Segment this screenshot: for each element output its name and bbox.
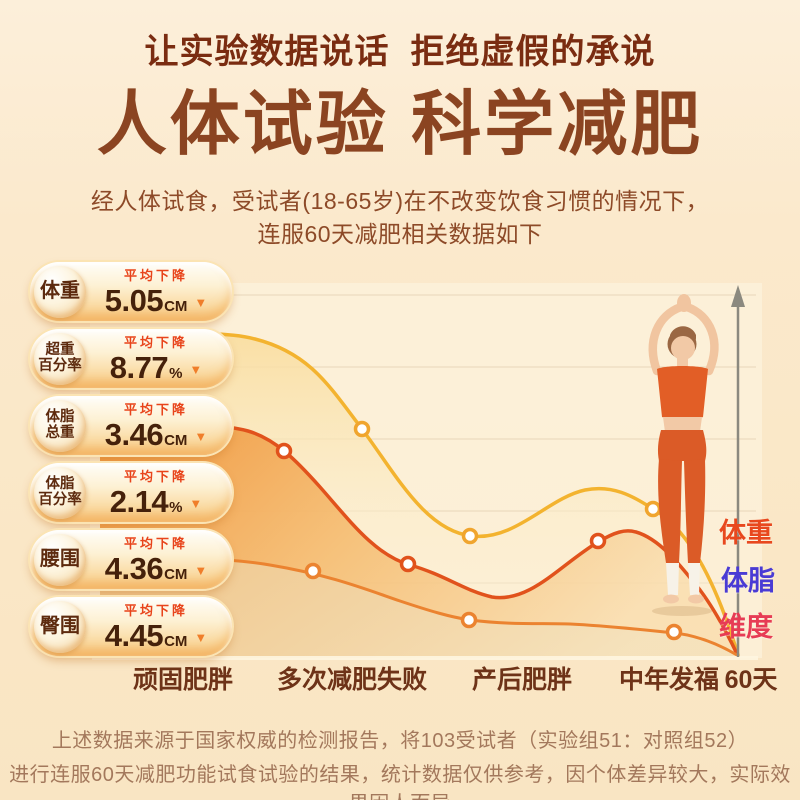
stat-caption: 平均下降 xyxy=(123,401,188,417)
decrease-arrow-icon: ▼ xyxy=(189,361,203,377)
legend-weight: 体重 xyxy=(719,518,773,548)
x-label-60-days: 60天 xyxy=(724,666,778,694)
legend-bodyfat: 体脂 xyxy=(721,566,775,596)
stat-value: 4.45 xyxy=(104,617,164,653)
stat-unit: % xyxy=(169,498,183,516)
legend-girth: 维度 xyxy=(719,612,773,642)
stat-unit: % xyxy=(169,364,183,382)
data-points xyxy=(275,420,683,641)
subtitle-line2: 连服60天减肥相关数据如下 xyxy=(257,221,543,247)
decrease-arrow-icon: ▼ xyxy=(194,629,208,645)
stat-value: 3.46 xyxy=(104,416,164,452)
stat-unit: CM xyxy=(164,565,188,583)
stat-value: 5.05 xyxy=(104,282,164,318)
stat-label: 体重 xyxy=(34,265,86,318)
stat-pill-overweight-pct: 超重 百分率 平均下降 8.77 % ▼ xyxy=(30,329,232,388)
x-label-postpartum: 产后肥胖 xyxy=(471,666,573,694)
stat-pill-list: 体重 平均下降 5.05 CM ▼ 超重 百分率 平均下降 8.77 % xyxy=(30,262,232,664)
stat-pill-waist: 腰围 平均下降 4.36 CM ▼ xyxy=(30,530,232,589)
x-label-middle-age: 中年发福 xyxy=(618,666,720,694)
stat-caption: 平均下降 xyxy=(123,267,188,283)
stat-pill-hip: 臀围 平均下降 4.45 CM ▼ xyxy=(30,597,232,656)
stat-caption: 平均下降 xyxy=(123,535,188,551)
footer-disclaimer-line1: 上述数据来源于国家权威的检测报告，将103受试者（实验组51：对照组52） xyxy=(51,730,749,752)
stat-label: 体脂 总重 xyxy=(34,399,86,452)
stat-caption: 平均下降 xyxy=(123,468,188,484)
stat-pill-weight: 体重 平均下降 5.05 CM ▼ xyxy=(30,262,232,321)
stat-caption: 平均下降 xyxy=(123,334,188,350)
page-title: 人体试验 科学减肥 xyxy=(96,85,704,163)
stat-unit: CM xyxy=(164,632,188,650)
stat-caption: 平均下降 xyxy=(123,602,188,618)
x-label-failed-diets: 多次减肥失败 xyxy=(276,666,428,694)
yoga-woman-figure xyxy=(648,294,719,616)
decrease-arrow-icon: ▼ xyxy=(194,428,208,444)
stat-label: 超重 百分率 xyxy=(34,332,86,385)
stat-value: 4.36 xyxy=(104,550,164,586)
subtitle-line1: 经人体试食，受试者(18-65岁)在不改变饮食习惯的情况下， xyxy=(90,188,710,214)
stat-label: 腰围 xyxy=(34,533,86,586)
x-label-stubborn-obesity: 顽固肥胖 xyxy=(132,666,234,694)
stat-label: 臀围 xyxy=(34,600,86,653)
decrease-arrow-icon: ▼ xyxy=(189,495,203,511)
stat-value: 8.77 xyxy=(109,349,169,385)
stat-pill-fat-pct: 体脂 百分率 平均下降 2.14 % ▼ xyxy=(30,463,232,522)
trend-chart-canvas xyxy=(90,283,762,660)
decrease-arrow-icon: ▼ xyxy=(194,562,208,578)
stat-label: 体脂 百分率 xyxy=(34,466,86,519)
footer-disclaimer-line2: 进行连服60天减肥功能试食试验的结果，统计数据仅供参考，因个体差异较大，实际效果… xyxy=(9,764,791,800)
stat-pill-fat-total: 体脂 总重 平均下降 3.46 CM ▼ xyxy=(30,396,232,455)
stat-unit: CM xyxy=(164,431,188,449)
decrease-arrow-icon: ▼ xyxy=(194,294,208,310)
stat-value: 2.14 xyxy=(109,483,169,519)
y-axis-arrow xyxy=(731,285,745,657)
stat-unit: CM xyxy=(164,297,188,315)
trend-chart: 体重 体脂 维度 顽固肥胖 多次减肥失败 产后肥胖 中年发福 60天 xyxy=(0,255,800,705)
tagline: 让实验数据说话 拒绝虚假的承说 xyxy=(144,33,656,71)
